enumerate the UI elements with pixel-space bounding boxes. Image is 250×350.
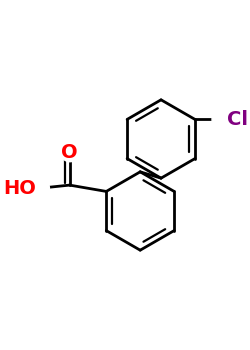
Text: Cl: Cl bbox=[226, 110, 248, 129]
Circle shape bbox=[29, 178, 50, 198]
Circle shape bbox=[212, 108, 235, 131]
Text: O: O bbox=[61, 143, 78, 162]
Circle shape bbox=[62, 145, 78, 162]
Text: HO: HO bbox=[3, 179, 36, 198]
